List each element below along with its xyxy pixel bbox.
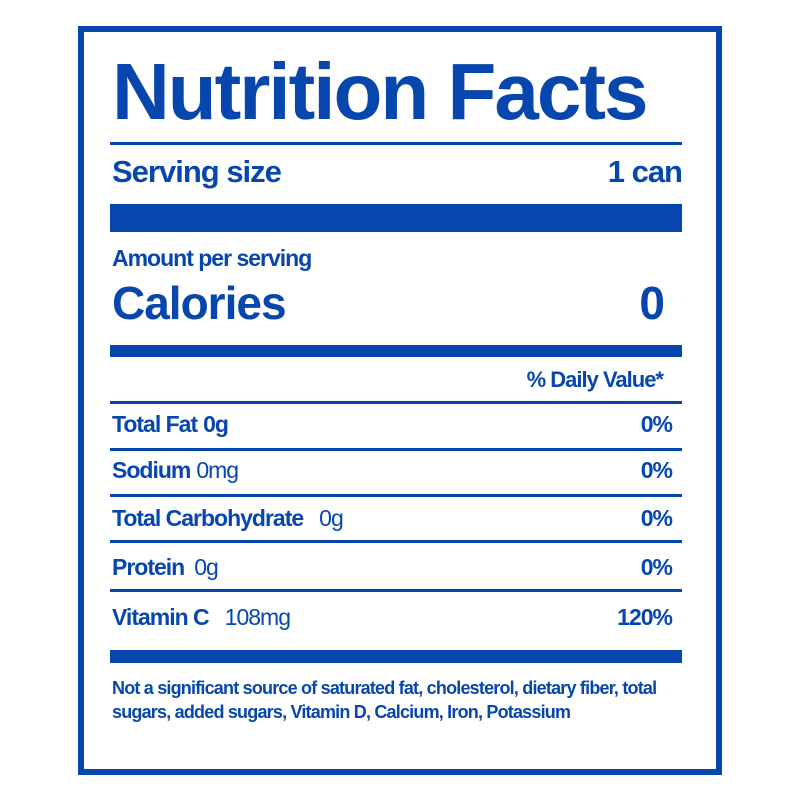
nutrient-dv: 0% (640, 411, 673, 437)
serving-size-label: Serving size (112, 154, 282, 189)
nutrient-name: Sodium (112, 457, 191, 483)
nutrient-row: Sodium 0mg (112, 456, 239, 484)
label-border (78, 26, 722, 775)
calories-label: Calories (112, 277, 287, 329)
nutrient-amount: 0g (319, 505, 344, 531)
label-title: Nutrition Facts (112, 47, 648, 136)
divider (110, 540, 682, 543)
nutrient-amount: 0mg (196, 457, 239, 483)
nutrient-row: Total Carbohydrate 0g (112, 504, 344, 532)
serving-size-value: 1 can (607, 154, 683, 189)
nutrient-amount: 0g (194, 554, 219, 580)
nutrient-amount: 108mg (224, 604, 291, 630)
nutrient-amount: 0g (203, 411, 229, 437)
nutrient-dv: 0% (640, 457, 673, 483)
nutrient-row: Protein 0g (112, 553, 219, 581)
divider (110, 494, 682, 497)
nutrient-dv: 120% (617, 604, 673, 630)
nutrient-name: Vitamin C (112, 604, 210, 630)
medium-divider (110, 650, 682, 663)
divider (110, 448, 682, 451)
medium-divider (110, 345, 682, 357)
divider (110, 401, 682, 404)
calories-value: 0 (639, 277, 665, 329)
nutrient-name: Total Carbohydrate (112, 505, 304, 531)
divider (110, 589, 682, 592)
nutrient-row: Vitamin C 108mg (112, 603, 291, 631)
nutrient-dv: 0% (640, 554, 673, 580)
amount-per-serving: Amount per serving (112, 245, 312, 271)
footnote: Not a significant source of saturated fa… (112, 678, 657, 722)
nutrient-name: Protein (112, 554, 185, 580)
nutrient-name: Total Fat (112, 411, 198, 437)
thick-divider (110, 204, 682, 232)
nutrient-dv: 0% (640, 505, 673, 531)
nutrient-row: Total Fat 0g (112, 410, 229, 438)
daily-value-header: % Daily Value* (526, 367, 664, 392)
divider (110, 142, 682, 145)
